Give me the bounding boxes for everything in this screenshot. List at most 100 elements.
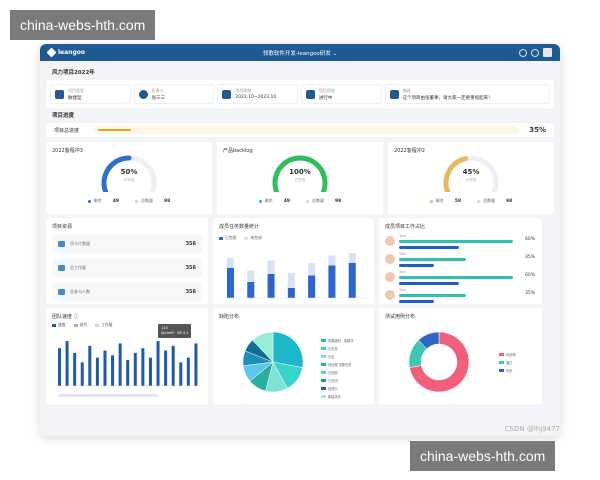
legend-swatch: [321, 355, 326, 358]
member-bar: [399, 258, 466, 261]
info-card-status: 项目状态 进行中: [300, 84, 382, 104]
legend-value: 98: [335, 198, 342, 204]
legend-swatch: [321, 347, 326, 350]
resource-label: 总工作量: [70, 264, 86, 270]
legend-dot: [87, 199, 91, 203]
legend-item: 待处理: [499, 352, 516, 357]
info-label: 项目类型: [68, 87, 84, 93]
legend-value: 58: [454, 198, 461, 204]
legend-dot: [135, 199, 138, 203]
legend-swatch: [499, 361, 504, 364]
legend-label: 已定: [328, 355, 335, 359]
workload-icon: [58, 264, 65, 271]
legend-swatch: [499, 353, 504, 356]
tooltip-sprint: Sprint9 · V8.3.1: [161, 331, 189, 335]
progress-track: [94, 126, 520, 134]
gauge-legend: 剩余 58 总数量 98: [388, 198, 554, 204]
legend-value: 98: [506, 198, 513, 204]
info-card-owner: 负责人 张三三: [133, 84, 215, 104]
velocity-bar: [88, 345, 92, 386]
info-card-type: 项目类型 敏捷型: [50, 84, 131, 104]
info-label: 项目状态: [318, 87, 335, 93]
velocity-bar: [103, 350, 107, 386]
gauge-card: 2022客程冲2 45% 已完成 剩余 58 总数量 98: [388, 142, 554, 214]
watermark-bottom: china-webs-hth.com: [410, 441, 556, 471]
project-switcher[interactable]: 领歌软件开发-leangoo研发 ⌄: [262, 51, 338, 57]
resource-label: 项卡片数量: [70, 240, 90, 246]
member-percent: 35%: [524, 291, 535, 296]
legend-value: 49: [283, 198, 290, 204]
people-icon: [58, 288, 65, 295]
resource-value: 356: [185, 264, 196, 271]
info-card-description: 描述 这个项目由张董事，请大家一定要重视起来！: [384, 84, 550, 104]
legend-dot: [477, 199, 480, 203]
info-label: 负责人: [151, 87, 164, 93]
legend-item: 已定: [321, 354, 353, 359]
member-bar-secondary: [399, 246, 459, 249]
resources-panel: 项目资源 项卡片数量 356 总工作量 356 总参与人数 356: [46, 218, 208, 304]
resource-label: 总参与人数: [70, 288, 90, 294]
card-icon: [58, 240, 65, 247]
velocity-bar: [126, 360, 130, 386]
notification-icon[interactable]: [531, 48, 539, 57]
app-logo[interactable]: leangoo: [46, 47, 85, 58]
resource-item: 项卡片数量 356: [52, 234, 202, 253]
legend-item: 通过: [499, 360, 516, 365]
member-avatar: [385, 254, 395, 264]
progress-percent: 35%: [529, 126, 546, 134]
defect-slice: [272, 331, 304, 368]
velocity-bar: [179, 362, 183, 386]
velocity-bar: [95, 357, 99, 386]
legend-swatch: [321, 371, 326, 374]
test-title: 测试用例分布: [385, 314, 416, 320]
resources-title: 项目资源: [52, 224, 73, 230]
legend-swatch: [52, 323, 56, 327]
gauge-percent: 50%: [120, 168, 138, 176]
velocity-title: 团队速度 ⓘ: [52, 314, 79, 320]
csdn-watermark: CSDN @lhj9477: [504, 425, 560, 433]
legend-label: 总数量: [141, 198, 153, 203]
legend-swatch: [499, 369, 504, 372]
legend-item: 处理中: [321, 386, 353, 391]
member-name: Tom: [399, 288, 407, 292]
logo-text: leangoo: [58, 49, 85, 56]
legend-item: 已延期: [321, 370, 353, 375]
legend-swatch: [73, 323, 78, 327]
info-card-period: 项目周期 2022.10~2023.10: [217, 84, 298, 104]
legend-value: 49: [112, 198, 119, 204]
velocity-panel: 团队速度 ⓘ 速度 迭代 工作量 110 Sprint9 · V8.3.1: [46, 308, 208, 404]
gauge-sub: 已完成: [465, 178, 477, 182]
legend-swatch: [321, 363, 326, 366]
gauge-sub: 已完成: [294, 178, 306, 182]
legend-swatch: [321, 379, 326, 382]
resource-value: 356: [185, 240, 196, 247]
legend-swatch: [321, 387, 326, 390]
test-slice: [409, 331, 470, 393]
member-row: Tom 60%: [385, 269, 537, 287]
watermark-top: china-webs-hth.com: [10, 10, 156, 40]
legend-swatch: [321, 395, 326, 398]
velocity-bar: [148, 357, 152, 386]
velocity-bar: [186, 357, 190, 386]
task-stats-title: 成员任务数量统计: [219, 224, 260, 230]
defect-title: 缺陷分布: [219, 314, 240, 320]
gauge-title: 产品backlog: [223, 148, 253, 154]
project-info-row: 项目类型 敏捷型 负责人张三三 项目周期 2022.10~2023.10 项目状态进…: [46, 80, 554, 108]
gauge-ring: [272, 155, 328, 192]
velocity-bar: [65, 341, 69, 386]
legend-label: 新建状态: [328, 395, 341, 399]
info-value: 张三三: [151, 95, 166, 101]
gauge-ring: [443, 155, 499, 192]
legend-label: 失败: [506, 369, 513, 373]
scrollbar[interactable]: [58, 394, 158, 397]
help-icon[interactable]: [519, 48, 527, 57]
legend-label: 速度: [58, 322, 66, 327]
gauge-percent: 45%: [462, 168, 480, 176]
progress-fill: [98, 129, 131, 131]
user-avatar[interactable]: [543, 48, 552, 57]
legend-value: 98: [164, 198, 171, 204]
legend-item: 失败: [499, 368, 516, 373]
legend-label: 已延期: [328, 371, 338, 375]
resource-item: 总工作量 356: [52, 258, 202, 277]
legend-swatch: [95, 323, 100, 327]
